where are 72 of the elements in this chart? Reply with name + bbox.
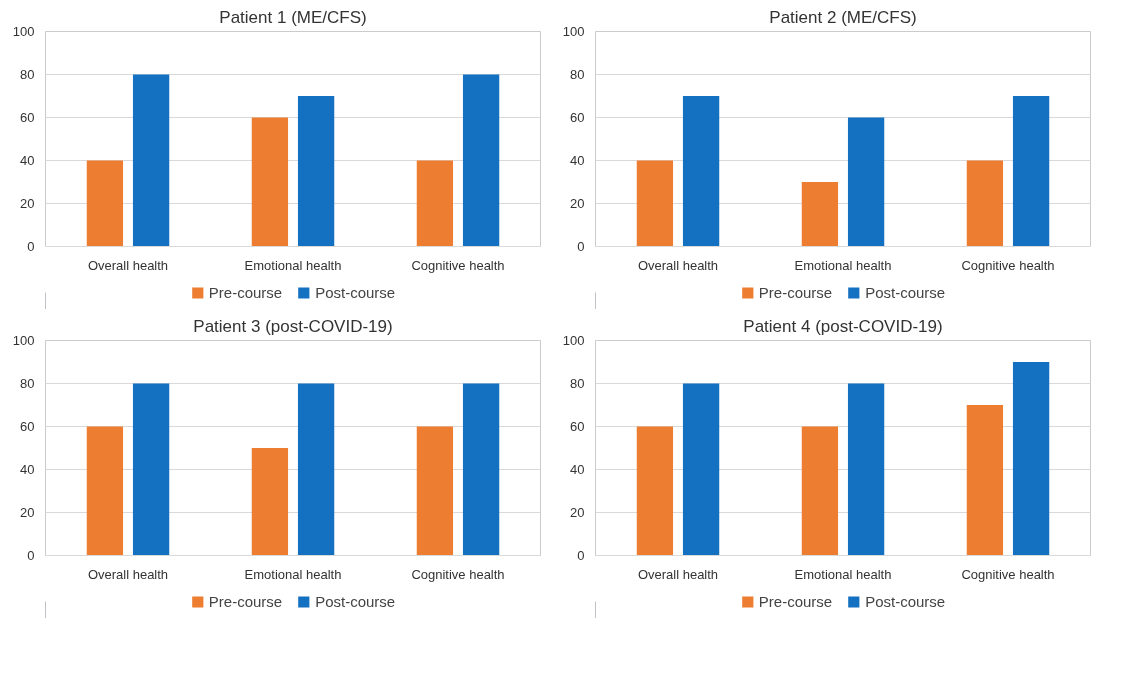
- x-tick-label: Emotional health: [794, 566, 892, 582]
- x-tick-label: Overall health: [87, 566, 169, 582]
- legend-label: Post-course: [865, 283, 946, 301]
- bar: [251, 117, 289, 247]
- legend-label: Post-course: [315, 283, 396, 301]
- y-tick-label: 0: [27, 548, 35, 563]
- bar: [86, 426, 124, 556]
- x-tick-label: Overall health: [87, 257, 169, 273]
- y-tick-label: 0: [577, 548, 585, 563]
- y-tick-label: 80: [570, 376, 585, 391]
- x-tick-label: Emotional health: [794, 257, 892, 273]
- x-tick-label: Overall health: [637, 257, 719, 273]
- y-tick-label: 60: [20, 110, 35, 125]
- x-tick-label: Overall health: [637, 566, 719, 582]
- x-tick-label: Emotional health: [244, 566, 342, 582]
- x-tick-label: Cognitive health: [961, 566, 1055, 582]
- y-tick-label: 20: [570, 505, 585, 520]
- y-tick-label: 40: [570, 462, 585, 477]
- y-tick-label: 100: [12, 24, 35, 39]
- bar: [1012, 362, 1050, 556]
- chart-title: Patient 1 (ME/CFS): [219, 7, 367, 27]
- bar: [801, 182, 839, 247]
- bar: [1012, 96, 1050, 247]
- x-tick-label: Cognitive health: [411, 566, 505, 582]
- y-tick-label: 20: [20, 196, 35, 211]
- y-tick-label: 100: [562, 333, 585, 348]
- chart-title: Patient 3 (post-COVID-19): [193, 316, 393, 336]
- y-tick-label: 40: [20, 153, 35, 168]
- legend-label: Pre-course: [208, 592, 283, 610]
- bar: [966, 160, 1004, 247]
- y-tick-label: 60: [20, 419, 35, 434]
- legend-label: Pre-course: [758, 283, 833, 301]
- bar: [682, 383, 720, 556]
- y-tick-label: 80: [20, 67, 35, 82]
- y-tick-label: 100: [562, 24, 585, 39]
- bar: [462, 383, 500, 556]
- bar: [297, 96, 335, 247]
- legend-label: Post-course: [315, 592, 396, 610]
- bar: [251, 448, 289, 556]
- bar: [801, 426, 839, 556]
- x-tick-label: Cognitive health: [411, 257, 505, 273]
- bar: [86, 160, 124, 247]
- bar: [682, 96, 720, 247]
- bar: [636, 160, 674, 247]
- y-tick-label: 20: [20, 505, 35, 520]
- bar: [847, 383, 885, 556]
- bar: [636, 426, 674, 556]
- bar: [132, 74, 170, 247]
- legend-label: Pre-course: [758, 592, 833, 610]
- x-tick-label: Cognitive health: [961, 257, 1055, 273]
- y-tick-label: 100: [12, 333, 35, 348]
- y-tick-label: 20: [570, 196, 585, 211]
- bar: [966, 405, 1004, 556]
- legend-label: Post-course: [865, 592, 946, 610]
- y-tick-label: 80: [570, 67, 585, 82]
- bar: [132, 383, 170, 556]
- chart-title: Patient 2 (ME/CFS): [769, 7, 917, 27]
- y-tick-label: 60: [570, 110, 585, 125]
- y-tick-label: 80: [20, 376, 35, 391]
- y-tick-label: 0: [27, 239, 35, 254]
- y-tick-label: 60: [570, 419, 585, 434]
- y-tick-label: 0: [577, 239, 585, 254]
- bar: [847, 117, 885, 247]
- bar: [462, 74, 500, 247]
- legend-label: Pre-course: [208, 283, 283, 301]
- bar: [416, 426, 454, 556]
- chart-title: Patient 4 (post-COVID-19): [743, 316, 943, 336]
- bar: [297, 383, 335, 556]
- y-tick-label: 40: [20, 462, 35, 477]
- x-tick-label: Emotional health: [244, 257, 342, 273]
- y-tick-label: 40: [570, 153, 585, 168]
- bar: [416, 160, 454, 247]
